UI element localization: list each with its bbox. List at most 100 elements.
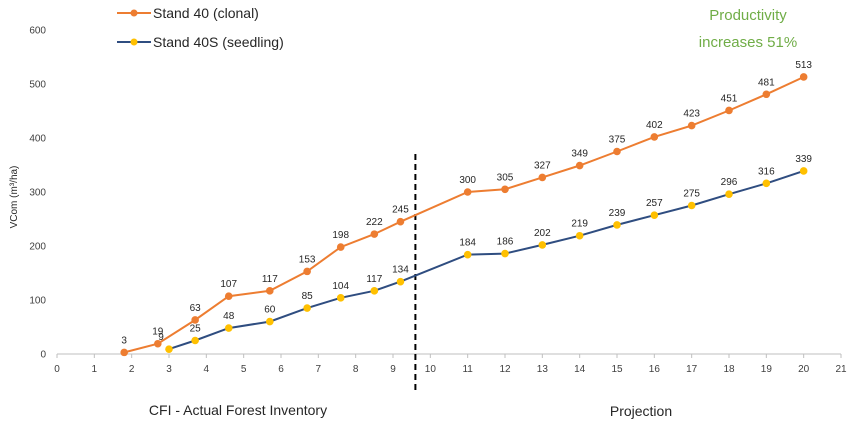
data-point [303,304,311,312]
data-point [650,133,659,141]
y-tick-label: 600 [29,26,46,37]
x-tick-label: 3 [166,364,172,375]
data-label: 107 [220,279,237,290]
y-tick-label: 500 [29,80,46,91]
data-point [370,287,379,295]
x-tick-label: 19 [761,364,773,375]
y-axis-ticks: 0 100 200 300 400 500 600 [29,26,46,361]
data-label: 117 [262,274,278,285]
data-label: 257 [646,198,663,209]
x-tick-label: 10 [425,364,437,375]
legend-label-stand-40s: Stand 40S (seedling) [153,34,284,50]
x-tick-label: 7 [316,364,322,375]
x-tick-label: 4 [204,364,210,375]
data-label: 239 [609,208,626,219]
x-tick-label: 5 [241,364,247,375]
data-point [266,317,274,326]
series-0: 3 19 63 107 117 153 198 222 245 300 305 327 349 375 40… [120,60,812,357]
data-point [224,324,233,332]
legend: Stand 40 (clonal) Stand 40S (seedling) [117,5,284,50]
x-tick-label: 0 [54,364,60,375]
data-label: 186 [497,237,514,248]
data-label: 202 [534,228,551,239]
data-point [463,250,472,259]
data-point [396,277,405,286]
data-point [799,73,808,81]
region-label-projection: Projection [610,403,672,419]
data-point [191,336,199,345]
data-label: 25 [190,324,202,335]
series-layer: 3 19 63 107 117 153 198 222 245 300 305 327 349 375 40… [120,60,812,357]
data-point [303,267,311,276]
data-point [501,249,509,258]
data-point [336,294,345,302]
data-label: 198 [332,230,349,241]
data-label: 245 [392,205,409,216]
data-point [154,339,162,348]
productivity-note-line1: Productivity [709,7,787,24]
data-label: 305 [497,172,514,183]
x-tick-label: 1 [92,364,98,375]
data-label: 513 [795,60,812,71]
data-label: 153 [299,254,316,265]
data-point [538,173,547,182]
data-point [799,167,808,175]
series-line [168,169,805,351]
data-point [463,188,472,196]
x-tick-label: 12 [499,364,511,375]
data-point [762,179,771,188]
data-point [575,231,584,240]
data-point [725,106,733,115]
x-tick-label: 11 [462,364,473,375]
data-point [725,190,733,198]
y-tick-label: 300 [29,188,46,199]
x-tick-label: 17 [686,364,698,375]
data-label: 9 [158,332,164,343]
data-label: 117 [366,274,382,285]
data-label: 423 [683,109,700,120]
x-tick-label: 14 [574,364,586,375]
data-point [191,316,199,324]
x-tick-label: 8 [353,364,359,375]
legend-marker-stand-40s [130,38,138,46]
x-tick-label: 21 [835,364,847,375]
data-label: 85 [302,291,314,302]
data-point [266,287,274,295]
data-label: 296 [721,177,738,188]
series-1: 9 25 48 60 85 104 117 134 184 186 202 219 239 257 275 2… [158,154,812,353]
data-label: 275 [683,189,700,200]
x-tick-label: 9 [390,364,396,375]
data-label: 327 [534,160,551,171]
data-label: 219 [571,219,588,230]
productivity-note-line2: increases 51% [699,34,797,51]
data-label: 375 [609,135,626,146]
y-tick-label: 0 [40,350,46,361]
data-label: 300 [459,175,476,186]
region-label-cfi: CFI - Actual Forest Inventory [149,402,327,418]
data-label: 222 [366,217,383,228]
data-point [120,348,128,357]
x-axis-ticks: 0 1 2 3 4 5 6 7 8 9 10 11 12 13 14 15 16 17 18 19 20 21 [54,354,847,375]
data-label: 349 [571,149,588,160]
data-point [336,243,345,251]
data-label: 63 [190,303,202,314]
y-tick-label: 200 [29,242,46,253]
y-tick-label: 400 [29,134,46,145]
data-label: 60 [264,305,276,316]
data-point [396,217,405,226]
data-label: 339 [795,154,812,165]
data-point [687,121,696,130]
data-label: 402 [646,120,663,131]
data-point [687,201,696,210]
data-point [762,90,771,99]
data-label: 48 [223,311,235,322]
data-point [501,185,509,194]
data-point [538,241,547,249]
data-point [613,147,621,156]
data-point [650,211,659,220]
data-point [165,345,173,353]
data-point [613,221,621,229]
legend-marker-stand-40 [130,9,138,17]
data-label: 451 [721,93,738,104]
